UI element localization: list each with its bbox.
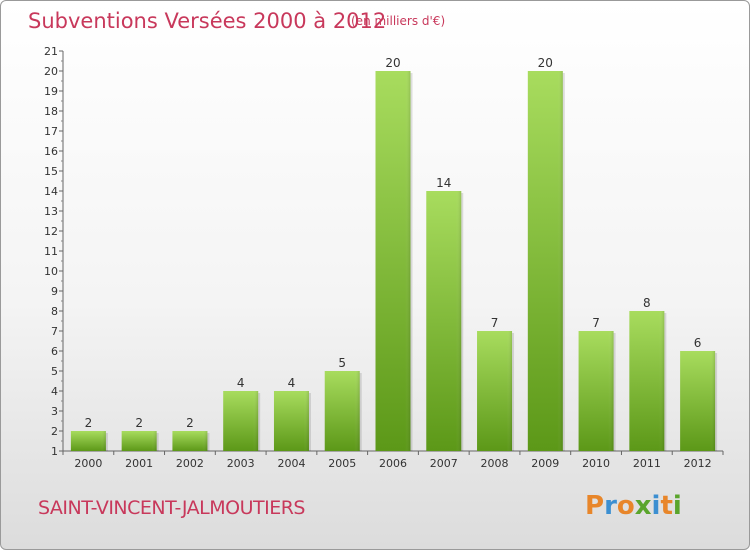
x-tick-label: 2005 — [328, 457, 356, 470]
y-tick-label: 3 — [51, 405, 58, 418]
x-tick-label: 2003 — [227, 457, 255, 470]
bar-value-label: 6 — [694, 336, 702, 350]
bar-value-label: 2 — [186, 416, 194, 430]
bar-highlight — [223, 391, 259, 451]
y-tick-label: 9 — [51, 285, 58, 298]
bar-highlight — [172, 431, 208, 451]
y-tick-label: 8 — [51, 305, 58, 318]
y-tick-label: 2 — [51, 425, 58, 438]
chart-title: Subventions Versées 2000 à 2012 — [28, 9, 387, 33]
chart-subtitle: (en milliers d'€) — [351, 14, 446, 28]
x-tick-label: 2004 — [277, 457, 305, 470]
y-tick-label: 12 — [44, 225, 58, 238]
bar-highlight — [375, 71, 411, 451]
y-tick-label: 4 — [51, 385, 58, 398]
logo-letter: t — [660, 491, 673, 521]
logo-letter: i — [672, 491, 682, 521]
logo-letter: i — [651, 491, 661, 521]
bar-value-label: 8 — [643, 296, 651, 310]
y-tick-label: 21 — [44, 45, 58, 58]
bar-highlight — [324, 371, 360, 451]
bar-highlight — [629, 311, 665, 451]
bar-value-label: 20 — [538, 56, 553, 70]
x-tick-label: 2011 — [633, 457, 661, 470]
y-tick-label: 6 — [51, 345, 58, 358]
y-tick-label: 7 — [51, 325, 58, 338]
x-tick-label: 2000 — [74, 457, 102, 470]
y-tick-label: 19 — [44, 85, 58, 98]
x-tick-label: 2012 — [684, 457, 712, 470]
x-tick-label: 2007 — [430, 457, 458, 470]
y-tick-label: 20 — [44, 65, 58, 78]
y-tick-label: 15 — [44, 165, 58, 178]
bar-highlight — [578, 331, 614, 451]
bar-highlight — [426, 191, 462, 451]
bar-value-label: 7 — [491, 316, 499, 330]
commune-name: SAINT-VINCENT-JALMOUTIERS — [38, 497, 306, 519]
logo-letter: x — [634, 491, 652, 521]
y-tick-label: 16 — [44, 145, 58, 158]
logo-letter: r — [604, 491, 617, 521]
y-tick-label: 13 — [44, 205, 58, 218]
x-tick-label: 2006 — [379, 457, 407, 470]
logo-letter: o — [616, 491, 635, 521]
x-tick-label: 2001 — [125, 457, 153, 470]
x-tick-label: 2010 — [582, 457, 610, 470]
bar-value-label: 4 — [237, 376, 245, 390]
bar-value-label: 5 — [338, 356, 346, 370]
y-tick-label: 18 — [44, 105, 58, 118]
bar-value-label: 14 — [436, 176, 451, 190]
bar-highlight — [477, 331, 513, 451]
bar-highlight — [680, 351, 716, 451]
y-tick-label: 10 — [44, 265, 58, 278]
y-tick-label: 1 — [51, 445, 58, 458]
bar-highlight — [70, 431, 106, 451]
y-tick-label: 17 — [44, 125, 58, 138]
bar-value-label: 4 — [288, 376, 296, 390]
x-tick-label: 2009 — [531, 457, 559, 470]
bar-value-label: 2 — [85, 416, 93, 430]
x-tick-label: 2008 — [481, 457, 509, 470]
bar-value-label: 20 — [385, 56, 400, 70]
logo-letter: P — [585, 491, 605, 521]
bar-value-label: 7 — [592, 316, 600, 330]
bar-highlight — [527, 71, 563, 451]
y-tick-label: 5 — [51, 365, 58, 378]
y-tick-label: 14 — [44, 185, 58, 198]
proxiti-logo: Proxiti — [585, 491, 682, 521]
bar-value-label: 2 — [135, 416, 143, 430]
bar-highlight — [273, 391, 309, 451]
x-tick-label: 2002 — [176, 457, 204, 470]
y-tick-label: 11 — [44, 245, 58, 258]
bar-highlight — [121, 431, 157, 451]
